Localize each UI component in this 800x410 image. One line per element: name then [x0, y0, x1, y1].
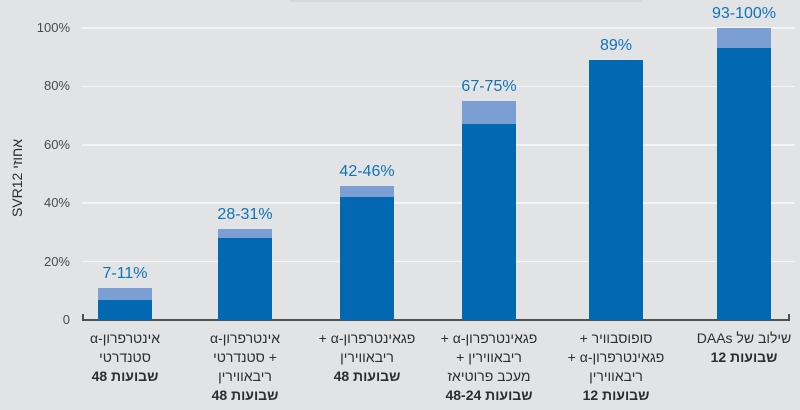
bar-4-label-line-1: פגאינטרפרון-α + — [440, 330, 538, 346]
bar-4-category-label: פגאינטרפרון-α + ריבאווירין + מעכב פרוטיאז 4… — [421, 329, 557, 405]
y-tick-label: 60% — [43, 136, 70, 152]
y-tick-label: 40% — [43, 195, 70, 211]
bar-2-category-label: אינטרפרון-α סטנדרטי + ריבאווירין 48 שבועות — [177, 329, 313, 405]
bar-4-value-label: 67-75% — [461, 78, 517, 95]
bar-1-value-label: 7-11% — [102, 264, 148, 282]
bar-6-category-label: שילוב של DAAs 12 שבועות — [676, 329, 800, 367]
bar-3-category-label: פגאינטרפרון-α + ריבאווירין 48 שבועות — [299, 329, 435, 386]
bar-4-label-line-2: ריבאווירין + — [456, 349, 522, 365]
bar-2-label-line-4: 48 שבועות — [211, 387, 279, 403]
bar-2-range-segment — [218, 229, 272, 239]
bar-3-range-segment — [340, 185, 394, 198]
bar-2-value-label: 28-31% — [217, 206, 273, 224]
bar-3-main-segment — [340, 197, 394, 320]
y-tick-label: 20% — [43, 253, 70, 269]
bar-2-main-segment — [218, 238, 272, 320]
bar-3-label-line-1: פגאינטרפרון-α + — [318, 330, 416, 346]
gridline-100 — [82, 27, 795, 29]
bar-6-range-segment — [717, 28, 771, 49]
bar-2-label-line-2: סטנדרטי + — [213, 349, 277, 365]
bar-6-value-label: 93-100% — [711, 5, 777, 22]
bar-4-label-line-3: מעכב פרוטיאז — [447, 368, 531, 384]
gridline-80 — [82, 85, 795, 88]
bar-5-label-line-3: ריבאווירין — [589, 368, 643, 384]
bar-5-label-line-4: 12 שבועות — [582, 387, 650, 403]
gridline-40 — [82, 202, 795, 204]
y-axis-title: אחוזי SVR12 — [9, 138, 25, 218]
bar-1-label-line-1: אינטרפרון-α — [89, 330, 161, 346]
bar-1-label-line-2: סטנדרטי — [99, 349, 151, 365]
bar-3-label-line-2: ריבאווירין — [340, 349, 394, 365]
bar-1-category-label: אינטרפרון-α סטנדרטי 48 שבועות — [57, 329, 193, 386]
gridline-20 — [82, 260, 795, 263]
bar-5-label-line-2: פגאינטרפרון-α + — [567, 349, 665, 365]
bar-5-label-line-1: סופוסבוויר + — [579, 330, 653, 346]
y-tick-label: 100% — [36, 20, 70, 35]
bar-5-category-label: סופוסבוויר + פגאינטרפרון-α + ריבאווירין 12 … — [548, 329, 684, 405]
bar-6-label-line-2: 12 שבועות — [710, 349, 778, 365]
bar-5-value-label: 89% — [599, 37, 633, 55]
bar-6-main-segment — [717, 48, 771, 320]
bar-5-main-segment — [589, 60, 643, 320]
bar-1-range-segment — [98, 287, 152, 300]
gridline-60 — [82, 144, 795, 146]
bar-1-main-segment — [98, 299, 152, 320]
y-tick-label: 80% — [43, 78, 70, 94]
bar-4-range-segment — [462, 101, 516, 125]
bar-2-label-line-1: אינטרפרון-α — [209, 330, 281, 346]
bar-4-label-line-4: 48-24 שבועות — [445, 387, 533, 403]
bar-2-label-line-3: ריבאווירין — [218, 368, 272, 384]
y-tick-label: 0 — [62, 312, 70, 327]
bar-6-label-line-1: שילוב של DAAs — [696, 330, 792, 346]
bar-3-value-label: 42-46% — [339, 162, 395, 180]
bar-3-label-line-3: 48 שבועות — [333, 368, 401, 384]
top-edge-strip — [290, 0, 642, 2]
bar-4-main-segment — [462, 124, 516, 320]
bar-1-label-line-3: 48 שבועות — [91, 368, 159, 384]
x-axis-line — [82, 314, 790, 321]
